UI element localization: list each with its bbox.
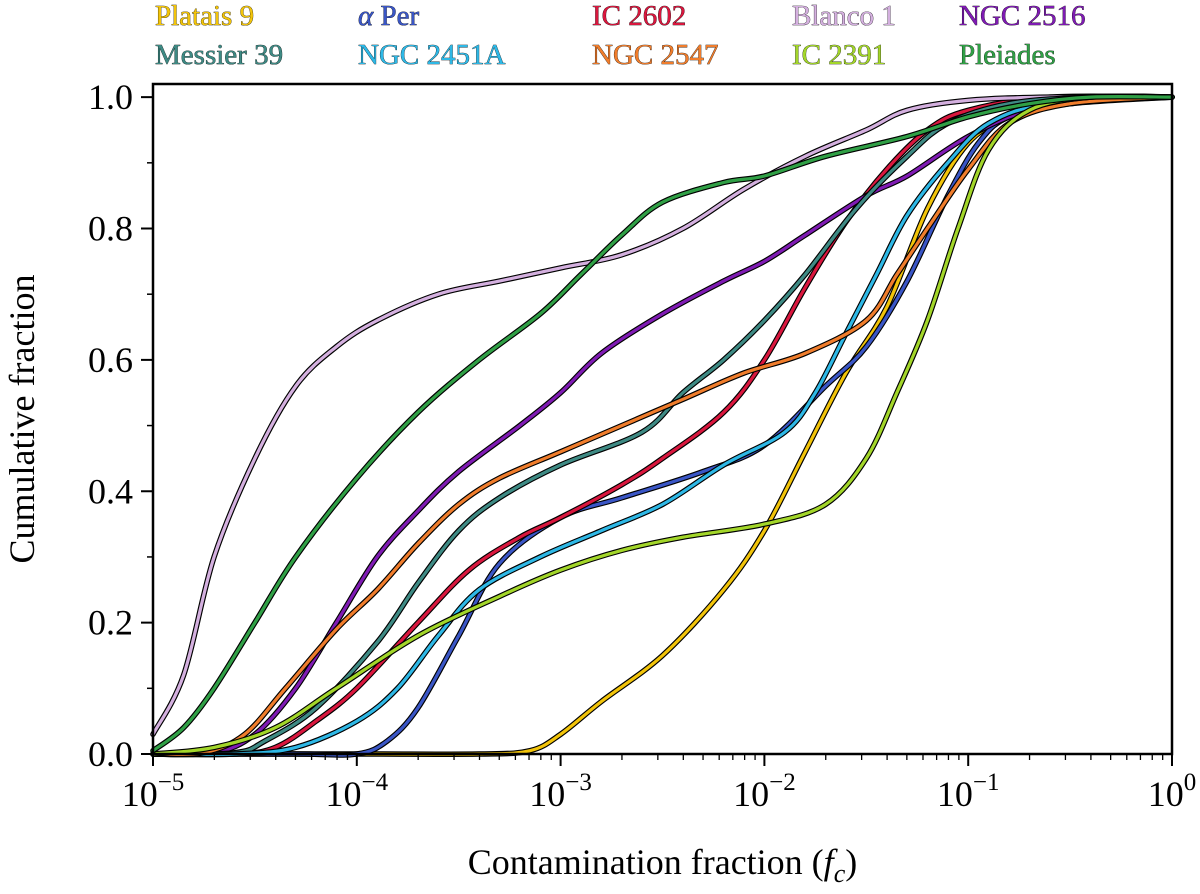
legend-entry: IC 2391 bbox=[792, 39, 886, 71]
series-line bbox=[151, 95, 1174, 736]
series-line bbox=[151, 95, 1174, 756]
x-axis-label: Contamination fraction (fc) bbox=[468, 842, 857, 888]
legend: Platais 9 α Per IC 2602 Blanco 1 NGC 2516 Mes… bbox=[155, 0, 1086, 71]
y-tick-label: 0.4 bbox=[88, 471, 133, 511]
legend-entry: Messier 39 bbox=[155, 39, 283, 71]
legend-entry: NGC 2547 bbox=[592, 39, 718, 71]
x-tick-label: 100 bbox=[1148, 769, 1197, 814]
legend-entry: NGC 2451A bbox=[358, 39, 505, 71]
x-tick-label: 10−4 bbox=[325, 769, 388, 814]
series-pleiades bbox=[150, 93, 1175, 754]
plot-frame bbox=[151, 82, 1174, 756]
series-per bbox=[150, 94, 1175, 758]
series-line bbox=[151, 95, 1174, 757]
legend-entry: NGC 2516 bbox=[959, 0, 1085, 32]
series-line bbox=[151, 95, 1174, 757]
x-tick-label: 10−2 bbox=[733, 769, 796, 814]
y-tick-label: 0.6 bbox=[88, 340, 133, 380]
series-ngc-2516 bbox=[150, 93, 1175, 758]
y-tick-label: 0.2 bbox=[88, 603, 133, 643]
legend-entry: α Per bbox=[358, 0, 419, 32]
legend-entry: Blanco 1 bbox=[792, 0, 896, 32]
y-tick-label: 1.0 bbox=[88, 77, 133, 117]
x-tick-label: 10−1 bbox=[937, 769, 1000, 814]
x-tick-label: 10−3 bbox=[529, 769, 592, 814]
x-axis: 10−5 10−4 10−3 10−2 10−1 100 bbox=[122, 754, 1197, 814]
y-tick-label: 0.8 bbox=[88, 209, 133, 249]
series-line bbox=[151, 95, 1174, 757]
series-line bbox=[151, 94, 1174, 757]
y-tick-label: 0.0 bbox=[88, 734, 133, 774]
y-axis: 0.0 0.2 0.4 0.6 0.8 1.0 bbox=[88, 77, 153, 774]
series-platais-9 bbox=[150, 93, 1175, 757]
series-ngc-2547 bbox=[150, 94, 1175, 758]
legend-entry: Platais 9 bbox=[155, 0, 254, 32]
legend-entry: Pleiades bbox=[959, 39, 1056, 71]
legend-entry: IC 2602 bbox=[592, 0, 686, 32]
series-ic-2391 bbox=[150, 93, 1175, 757]
x-tick-label: 10−5 bbox=[122, 769, 185, 814]
y-axis-label: Cumulative fraction bbox=[2, 275, 42, 564]
series-layer bbox=[150, 93, 1175, 758]
series-line bbox=[151, 94, 1174, 756]
series-blanco-1 bbox=[150, 94, 1175, 738]
series-line bbox=[151, 95, 1174, 753]
series-ngc-2451a bbox=[150, 94, 1175, 758]
